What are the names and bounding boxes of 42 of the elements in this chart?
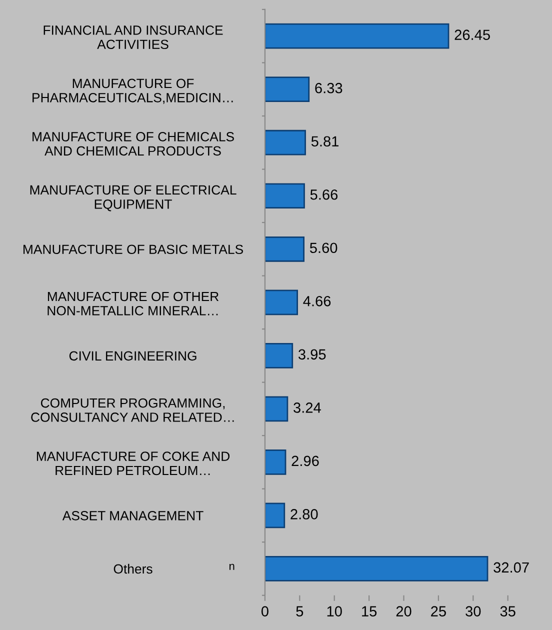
y-tick-label: Others (114, 564, 152, 574)
data-label: 3.95 (298, 349, 326, 360)
bar (264, 556, 488, 582)
y-tick-label: MANUFACTURE OF CHEMICALS AND CHEMICAL PRODUCTS (32, 132, 234, 156)
y-tick-label: ASSET MANAGEMENT (62, 511, 204, 520)
x-tick-label: 15 (362, 606, 377, 616)
bar (264, 236, 305, 262)
data-label: 6.33 (315, 82, 342, 94)
bar (264, 23, 450, 49)
bar (264, 183, 305, 209)
x-tick-label: 0 (261, 606, 268, 616)
data-label: 5.60 (310, 242, 338, 254)
x-tick-label: 10 (327, 606, 342, 616)
bar (264, 396, 288, 422)
bar (264, 502, 286, 528)
y-tick-label: FINANCIAL AND INSURANCE ACTIVITIES (44, 26, 223, 50)
y-tick-label: MANUFACTURE OF OTHER NON-METALLIC MINERAL… (48, 292, 219, 316)
data-label: 5.81 (311, 136, 338, 147)
data-label: 32.07 (494, 562, 529, 573)
y-tick-label: COMPUTER PROGRAMMING, CONSULTANCY AND RELATED… (31, 398, 234, 422)
data-label: 26.45 (454, 30, 490, 40)
bar (264, 76, 310, 102)
y-tick-label: MANUFACTURE OF COKE AND REFINED PETROLEUM… (36, 452, 230, 476)
data-label: 5.66 (310, 189, 338, 200)
y-tick-label: MANUFACTURE OF ELECTRICAL EQUIPMENT (30, 185, 236, 212)
data-label: 4.66 (303, 296, 331, 306)
x-tick-label: 30 (466, 606, 481, 616)
x-tick-label: 5 (296, 606, 304, 616)
data-label: 3.24 (294, 402, 321, 413)
bar (264, 130, 306, 156)
data-label: 2.80 (290, 509, 318, 520)
x-tick-label: 25 (431, 606, 446, 616)
y-tick-label: MANUFACTURE OF PHARMACEUTICALS,MEDICIN… (32, 78, 233, 104)
x-tick-label: 35 (500, 606, 516, 616)
bar (264, 290, 298, 316)
bar (264, 342, 294, 368)
y-tick-label: MANUFACTURE OF BASIC METALS (24, 244, 243, 254)
y-tick-label: CIVIL ENGINEERING (69, 351, 196, 361)
data-label: 2.96 (292, 456, 319, 466)
x-tick-label: 20 (396, 606, 412, 616)
bar (264, 450, 286, 475)
text: n (229, 564, 234, 570)
